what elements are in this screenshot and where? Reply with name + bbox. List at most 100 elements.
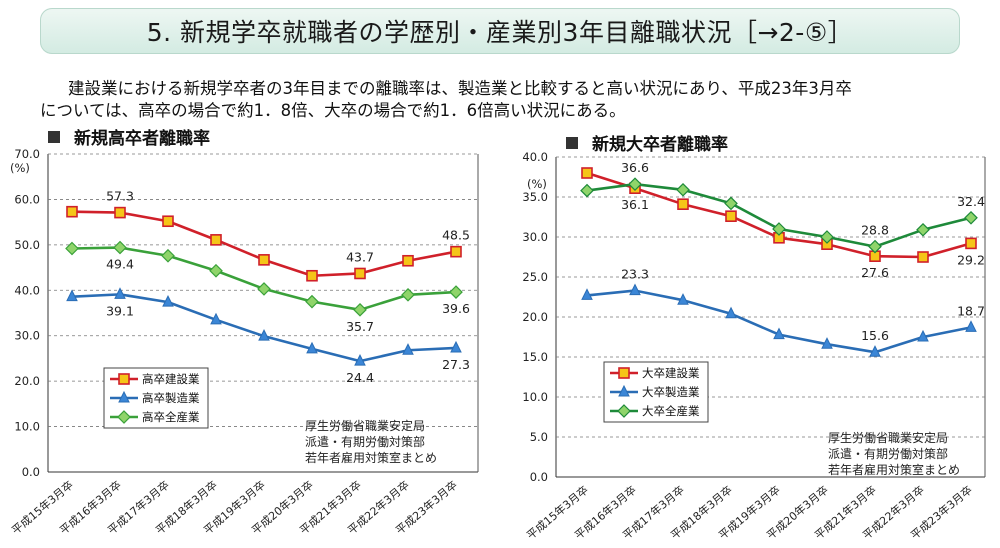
page-title-banner: 5. 新規学卒就職者の学歴別・産業別3年目離職状況［→2-⑤］ [40, 8, 960, 54]
right-chart-legend-marker [617, 404, 631, 418]
right-chart-legend-label: 大卒製造業 [642, 385, 700, 399]
left-chart-point-0 [210, 234, 222, 246]
left-chart-data-label: 24.4 [346, 370, 374, 385]
right-chart-data-label: 36.1 [621, 197, 649, 212]
right-chart-point-2 [820, 230, 834, 244]
left-chart-legend-label: 高卒製造業 [142, 391, 200, 405]
right-chart-data-label: 15.6 [861, 328, 889, 343]
left-chart-y-tick-label: 70.0 [14, 147, 40, 161]
right-chart-point-1 [725, 306, 737, 319]
left-chart-point-2 [113, 240, 127, 255]
left-chart-legend-marker [117, 410, 131, 424]
left-chart-data-label: 27.3 [442, 357, 470, 372]
right-chart-data-label: 18.7 [957, 303, 985, 318]
right-chart-point-0 [581, 167, 593, 179]
right-chart-point-2 [724, 196, 738, 211]
left-chart-data-label: 43.7 [346, 249, 374, 264]
right-chart-y-tick-label: 10.0 [522, 390, 548, 404]
right-chart-title: 新規大卒者離職率 [566, 130, 728, 155]
left-chart-point-1 [402, 343, 414, 355]
left-chart-point-2 [161, 248, 175, 263]
left-chart-point-2 [257, 282, 271, 296]
right-chart-legend-label: 大卒建設業 [642, 366, 700, 380]
right-chart-point-0 [917, 251, 929, 263]
left-chart-y-tick-label: 50.0 [14, 238, 40, 252]
right-chart-legend-label: 大卒全産業 [642, 404, 700, 418]
right-chart-point-2 [628, 177, 642, 192]
right-chart-data-label: 23.3 [621, 267, 649, 282]
right-chart-point-0 [725, 210, 737, 222]
left-chart-point-1 [258, 329, 270, 341]
left-chart-y-tick-label: 30.0 [14, 329, 40, 343]
square-bullet-icon [566, 137, 578, 149]
left-chart-y-tick-label: 10.0 [14, 420, 40, 434]
left-chart-point-2 [305, 294, 319, 309]
right-chart-y-unit-label: (%) [527, 177, 547, 191]
left-chart-source-note: 厚生労働省職業安定局 [305, 418, 425, 433]
right-chart-point-1 [965, 320, 977, 332]
left-chart-point-2 [353, 302, 367, 317]
right-chart-source-note: 若年者雇用対策室まとめ [828, 462, 960, 477]
left-chart-point-1 [66, 289, 78, 302]
left-chart-point-2 [65, 241, 79, 256]
left-chart-source-note: 若年者雇用対策室まとめ [305, 450, 437, 465]
left-chart-data-label: 48.5 [442, 228, 470, 243]
right-chart-legend-marker [618, 367, 630, 379]
left-chart-title: 新規高卒者離職率 [48, 124, 210, 149]
right-chart-point-1 [773, 327, 785, 340]
page-title: 5. 新規学卒就職者の学歴別・産業別3年目離職状況［→2-⑤］ [146, 18, 854, 47]
right-chart-source-note: 厚生労働省職業安定局 [828, 430, 948, 445]
left-chart-legend-marker [118, 373, 130, 385]
left-chart-legend-label: 高卒全産業 [142, 410, 200, 424]
right-chart-y-tick-label: 0.0 [530, 470, 548, 484]
left-chart-point-2 [401, 287, 415, 302]
left-chart-y-tick-label: 20.0 [14, 374, 40, 388]
left-chart-point-2 [209, 263, 223, 278]
left-chart-title-text: 新規高卒者離職率 [74, 129, 210, 149]
right-chart-series-line-1 [586, 289, 972, 354]
right-chart-point-2 [580, 183, 594, 198]
left-chart-point-1 [114, 287, 126, 299]
left-chart-point-0 [258, 254, 270, 266]
left-chart-point-0 [306, 269, 318, 282]
right-chart-y-tick-label: 5.0 [530, 430, 548, 444]
left-chart-y-tick-label: 60.0 [14, 192, 40, 206]
left-chart-point-2 [449, 285, 463, 299]
right-chart-point-1 [677, 293, 689, 305]
right-chart-y-tick-label: 20.0 [522, 310, 548, 324]
right-chart-data-label: 32.4 [957, 194, 985, 209]
right-chart-data-label: 29.2 [957, 252, 985, 267]
right-chart-point-2 [868, 239, 882, 254]
right-chart-data-label: 36.6 [621, 160, 649, 175]
left-chart-legend-marker [118, 390, 130, 403]
right-chart-legend-marker [618, 384, 630, 397]
left-chart-point-1 [306, 341, 318, 354]
left-chart-data-label: 39.1 [106, 303, 134, 318]
right-chart-data-label: 27.6 [861, 265, 889, 280]
right-chart-y-tick-label: 40.0 [522, 150, 548, 164]
left-chart-point-0 [66, 205, 78, 218]
left-chart-y-tick-label: 0.0 [22, 465, 40, 479]
left-chart-point-1 [162, 294, 174, 307]
right-chart-point-1 [629, 283, 641, 296]
right-chart-source-note: 派遣・有期労働対策部 [828, 446, 948, 461]
right-chart-y-tick-label: 35.0 [522, 190, 548, 204]
left-chart-source-note: 派遣・有期労働対策部 [305, 434, 425, 449]
right-chart-y-tick-label: 30.0 [522, 230, 548, 244]
left-chart-point-0 [114, 206, 126, 219]
right-chart-point-1 [581, 288, 593, 300]
left-chart-legend-label: 高卒建設業 [142, 372, 200, 386]
left-chart-data-label: 35.7 [346, 319, 374, 334]
left-chart-point-1 [354, 354, 366, 366]
right-chart-point-0 [965, 237, 977, 250]
right-chart-data-label: 28.8 [861, 223, 889, 238]
left-chart-data-label: 57.3 [106, 189, 134, 204]
left-chart-point-0 [162, 215, 174, 228]
right-chart-point-2 [772, 222, 786, 236]
left-chart-y-tick-label: 40.0 [14, 283, 40, 297]
left-chart-point-0 [354, 267, 366, 280]
left-chart-y-unit-label: (%) [10, 161, 30, 175]
left-chart-data-label: 49.4 [106, 257, 134, 272]
right-chart-point-1 [821, 337, 833, 349]
